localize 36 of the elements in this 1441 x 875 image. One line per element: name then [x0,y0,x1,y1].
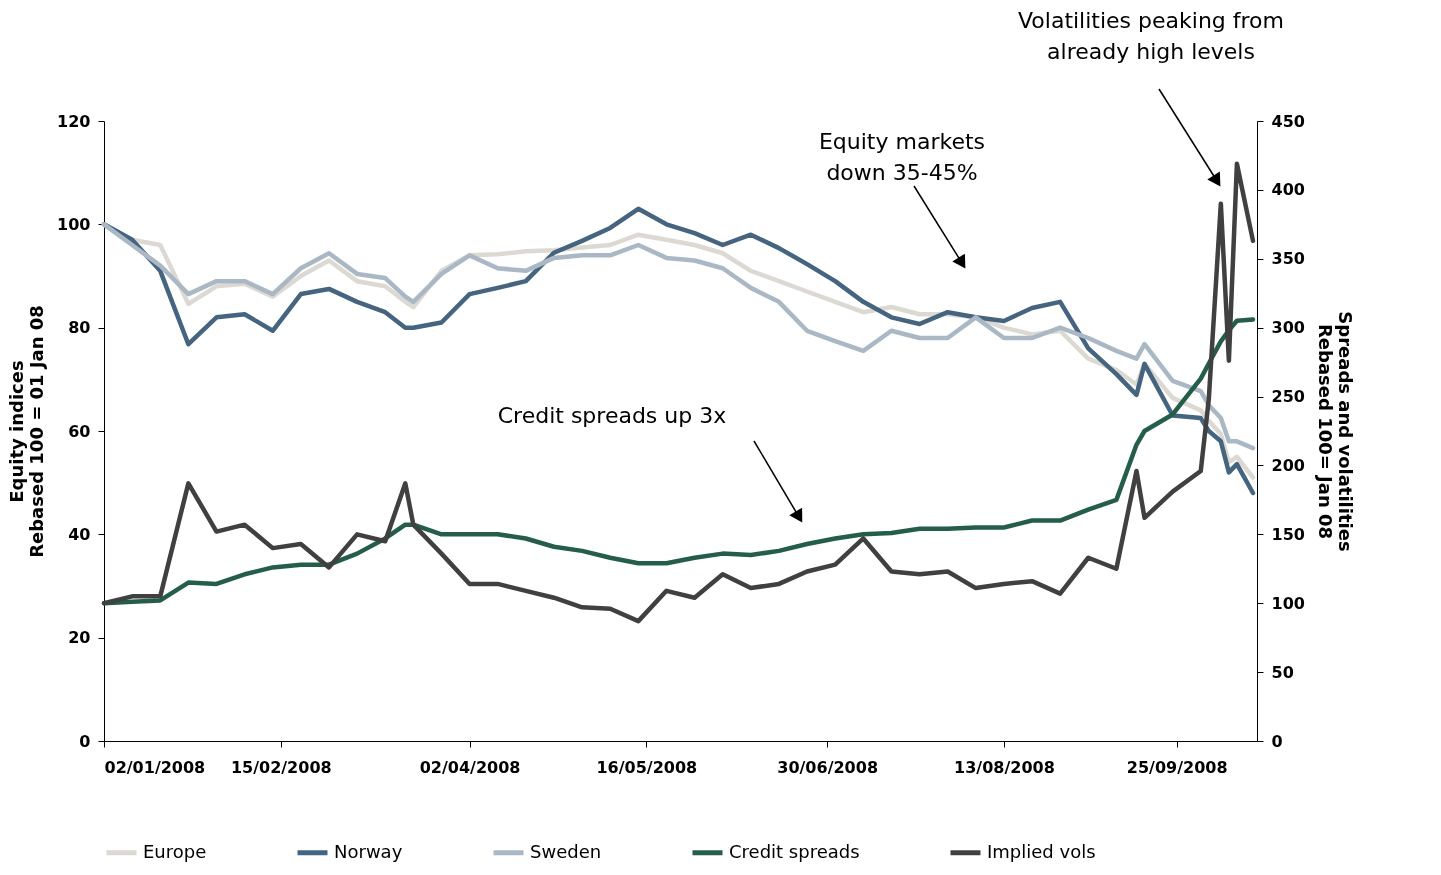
y2-tick-label: 250 [1271,387,1305,407]
y-axis-title: Equity indices Rebased 100 = 01 Jan 08 [6,305,48,558]
annotation: Credit spreads up 3x [497,403,727,428]
legend-label: Implied vols [987,840,1096,862]
y2-tick-label: 200 [1271,455,1305,475]
x-tick-label: 13/08/2008 [954,757,1055,777]
legend-label: Credit spreads [729,840,860,862]
y-tick-label: 120 [57,111,91,131]
y2-axis-title: Spreads and volatilities Rebased 100= Jan 08 [1314,311,1356,552]
x-tick-label: 02/04/2008 [419,757,521,777]
y2-tick-label: 50 [1271,662,1294,682]
annotation: Equity markets down 35-45% [818,129,986,185]
y2-tick-label: 300 [1271,318,1305,338]
y2-tick-label: 400 [1271,180,1305,200]
y2-tick-label: 150 [1271,524,1305,544]
y-tick-label: 20 [68,628,91,648]
x-tick-label: 25/09/2008 [1126,757,1228,777]
x-tick-label: 30/06/2008 [777,757,879,777]
line-series [101,317,1256,606]
x-tick-label: 15/02/2008 [230,757,332,777]
y-tick-label: 0 [79,731,91,751]
y2-tick-label: 350 [1271,249,1305,269]
y-tick-label: 80 [68,318,91,338]
legend-label: Europe [143,840,207,862]
legend-label: Norway [334,840,403,862]
x-tick-label: 16/05/2008 [596,757,698,777]
legend-label: Sweden [530,840,602,862]
text: Volatilities peaking from already high levels [1017,8,1285,64]
y-tick-label: 40 [68,524,91,544]
y2-tick-label: 0 [1271,731,1283,751]
y2-tick-label: 450 [1271,111,1305,131]
y2-tick-label: 100 [1271,593,1305,613]
y-tick-label: 60 [68,421,91,441]
line-series [101,161,1256,624]
x-tick-label: 02/01/2008 [104,757,206,777]
y-tick-label: 100 [57,214,91,234]
